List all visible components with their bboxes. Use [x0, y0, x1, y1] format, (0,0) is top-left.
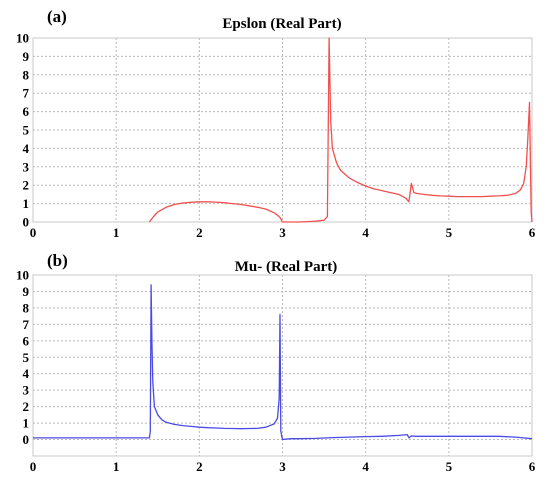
x-tick-label: 6	[529, 225, 536, 240]
y-tick-label: 10	[16, 31, 29, 46]
y-tick-label: 1	[23, 196, 30, 211]
y-tick-label: 3	[23, 159, 30, 174]
x-tick-labels-a: 0 1 2 3 4 5 6	[30, 225, 536, 240]
x-tick-label: 6	[529, 459, 536, 474]
x-tick-label: 0	[30, 225, 37, 240]
y-tick-label: 5	[23, 350, 30, 365]
y-tick-label: 7	[23, 86, 30, 101]
y-tick-label: 4	[23, 141, 30, 156]
x-tick-label: 4	[362, 225, 369, 240]
y-tick-label: 0	[23, 215, 30, 230]
x-tick-label: 5	[446, 459, 453, 474]
y-tick-label: 10	[16, 268, 29, 283]
y-tick-label: 6	[23, 333, 30, 348]
x-tick-label: 3	[279, 459, 286, 474]
x-tick-labels-b: 0 1 2 3 4 5 6	[30, 459, 536, 474]
y-tick-label: 1	[23, 416, 30, 431]
y-tick-label: 0	[23, 432, 30, 447]
chart-title-a: Epslon (Real Part)	[222, 16, 341, 32]
x-tick-label: 0	[30, 459, 37, 474]
y-tick-label: 9	[23, 284, 30, 299]
y-tick-labels-a: 0 1 2 3 4 5 6 7 8 9 10	[16, 31, 30, 230]
y-tick-label: 2	[23, 399, 30, 414]
y-tick-label: 5	[23, 123, 30, 138]
y-tick-label: 2	[23, 178, 30, 193]
y-tick-label: 7	[23, 317, 30, 332]
mu-series-line	[33, 284, 533, 441]
axis-frame-b	[32, 274, 533, 457]
plot-area-b	[33, 275, 532, 456]
y-tick-label: 8	[23, 67, 30, 82]
chart-title-b: Mu- (Real Part)	[235, 259, 337, 275]
epsilon-series-line	[148, 37, 533, 223]
x-tick-label: 5	[446, 225, 453, 240]
x-tick-label: 2	[196, 225, 203, 240]
x-tick-label: 1	[113, 225, 120, 240]
panel-label-b: (b)	[47, 251, 68, 270]
x-tick-label: 2	[196, 459, 203, 474]
x-tick-label: 1	[113, 459, 120, 474]
y-tick-label: 6	[23, 104, 30, 119]
y-tick-label: 9	[23, 49, 30, 64]
x-tick-label: 4	[362, 459, 369, 474]
y-tick-label: 8	[23, 300, 30, 315]
y-tick-label: 4	[23, 366, 30, 381]
x-tick-label: 3	[279, 225, 286, 240]
y-tick-label: 3	[23, 383, 30, 398]
panel-label-a: (a)	[47, 7, 67, 26]
